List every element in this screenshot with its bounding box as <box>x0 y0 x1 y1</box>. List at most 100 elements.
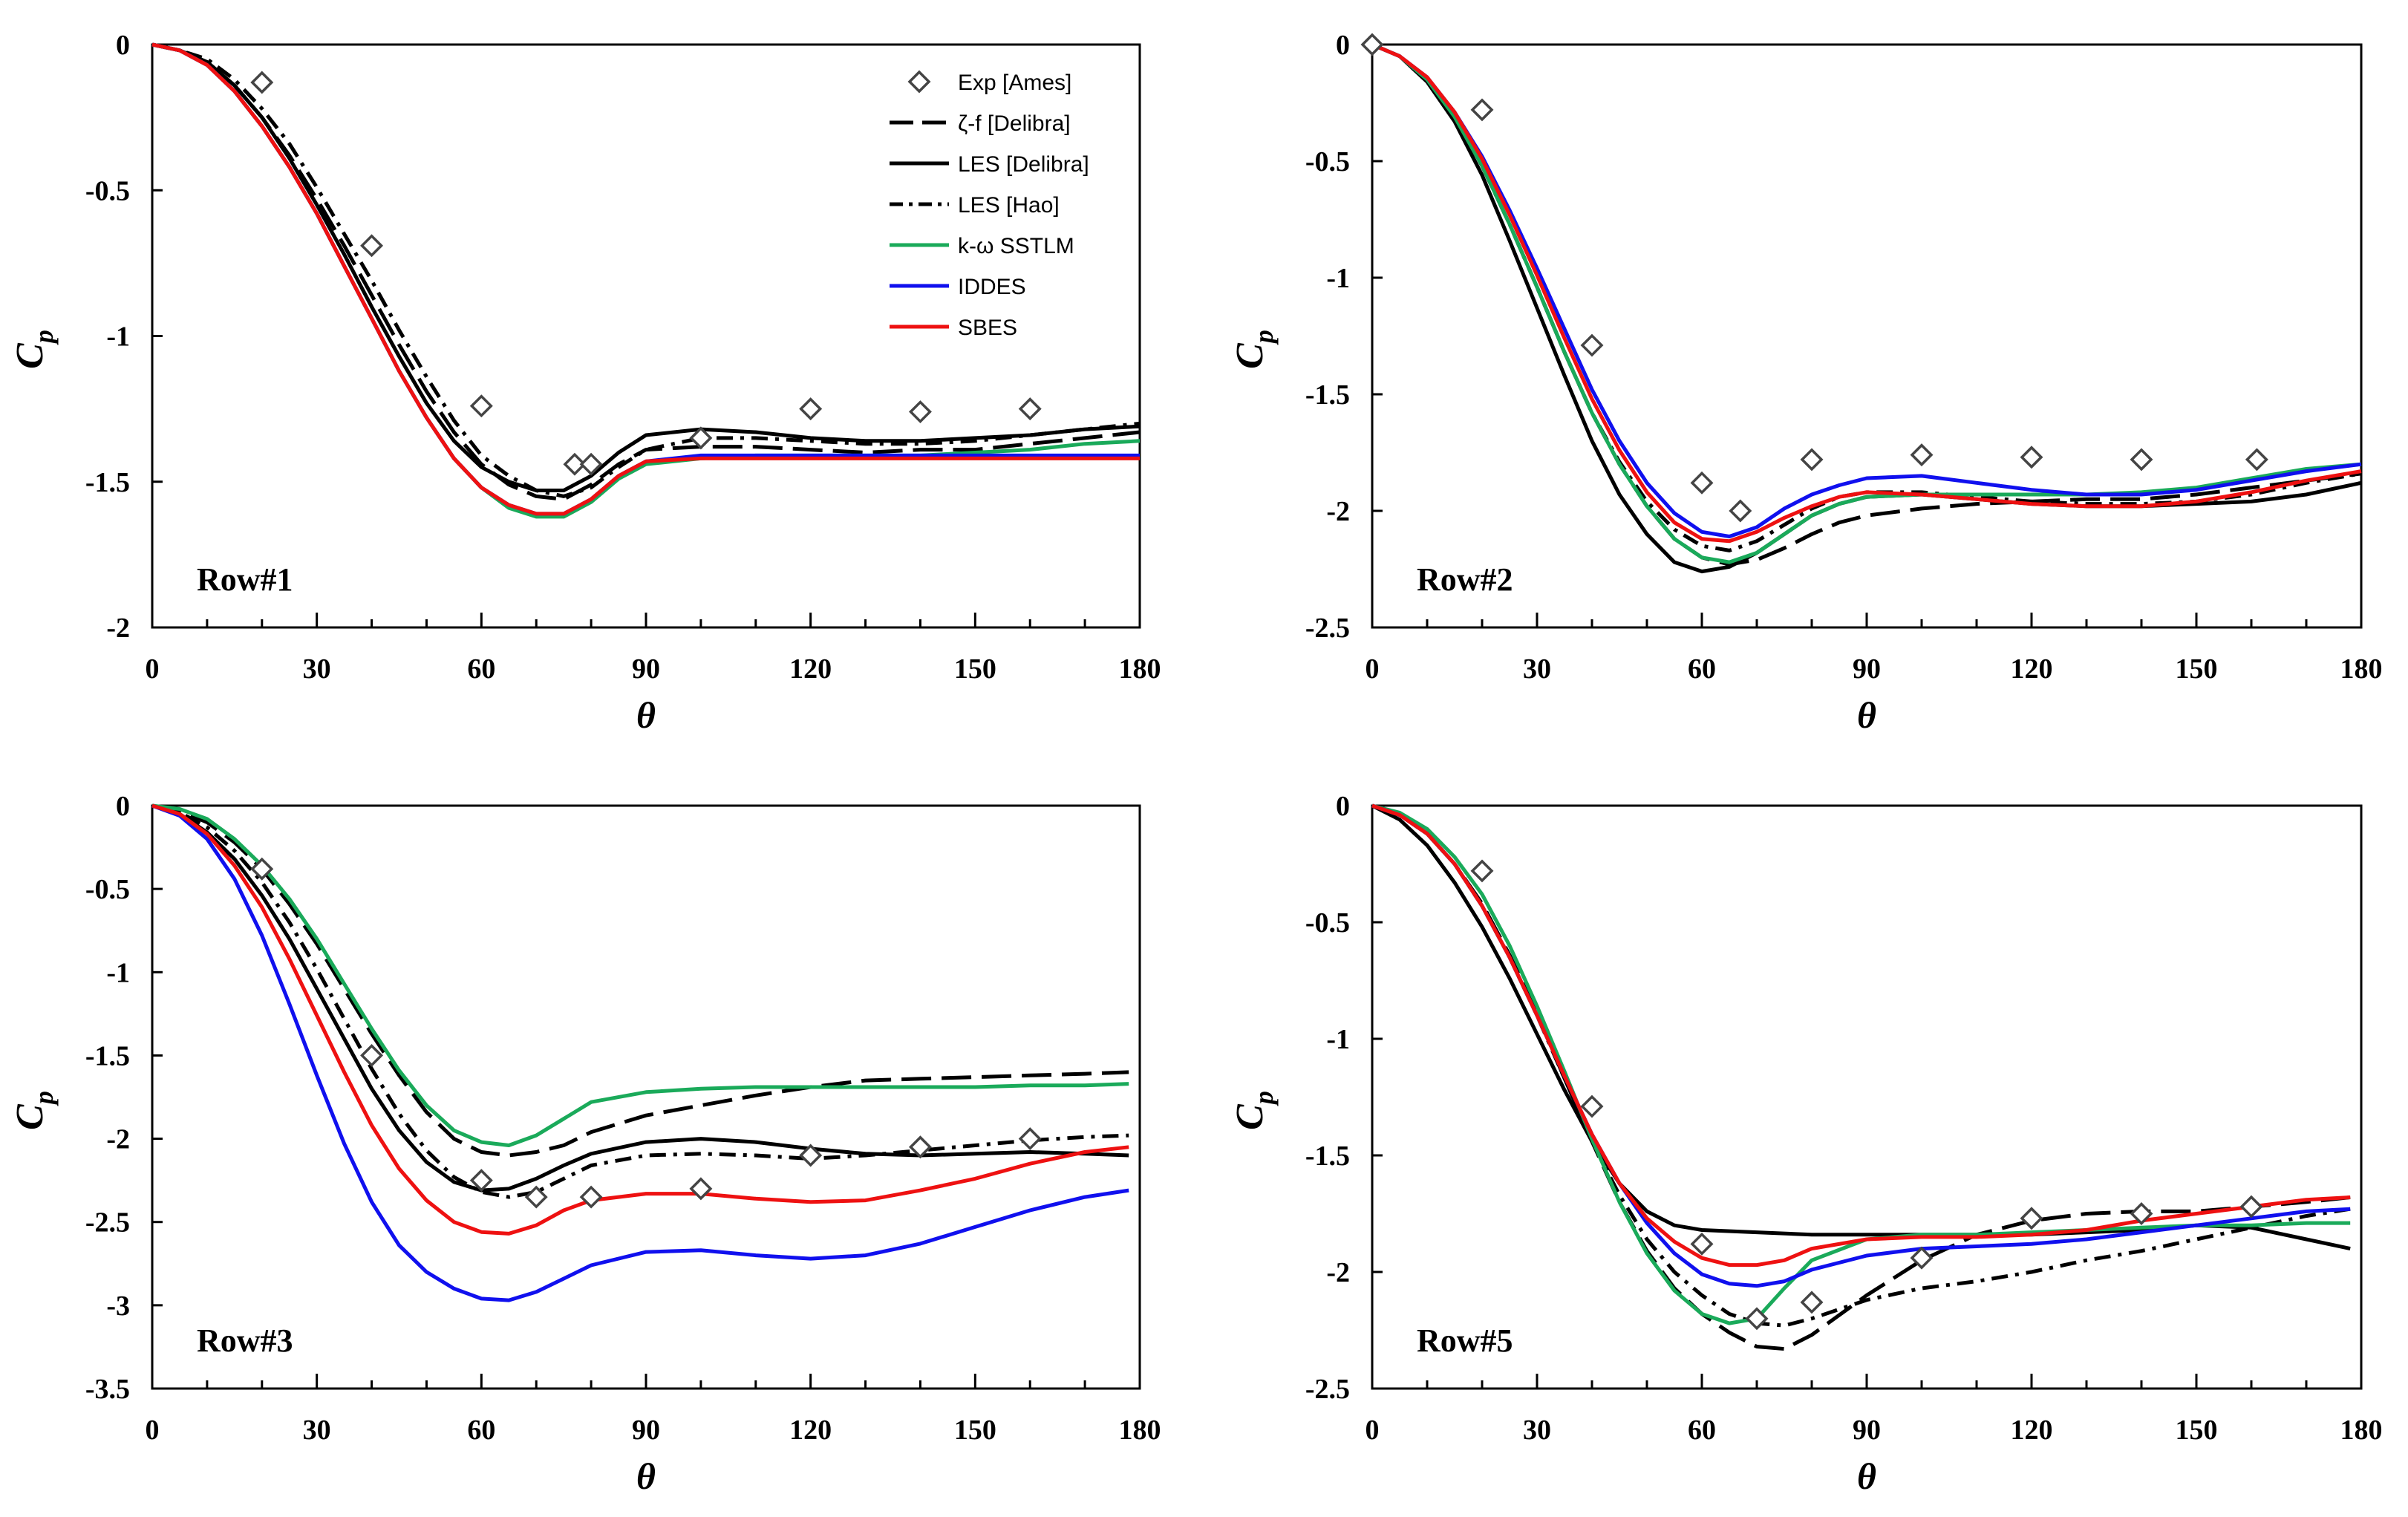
x-tick-label: 120 <box>789 653 832 685</box>
x-axis-label: θ <box>1857 694 1876 736</box>
legend-label: LES [Hao] <box>958 193 1060 218</box>
series-line-zf <box>151 803 1129 1158</box>
legend: Exp [Ames] ζ-f [Delibra] LES [Delibra] LES … <box>890 70 1089 340</box>
y-tick-label: -0.5 <box>85 874 130 905</box>
series-line-lesH <box>1371 803 2351 1328</box>
exp-point-diamond <box>1360 33 1384 56</box>
exp-point-diamond <box>250 71 274 94</box>
x-tick-label: 30 <box>1523 1415 1551 1446</box>
series-line-lesH <box>151 803 1129 1199</box>
exp-point-diamond <box>2130 448 2153 472</box>
exp-point-diamond <box>1580 1094 1604 1118</box>
y-tick-label: -1 <box>1326 263 1350 294</box>
exp-point-diamond <box>1910 1246 1934 1270</box>
series-line-lesD <box>1371 803 2351 1251</box>
exp-point-diamond <box>360 234 384 258</box>
series-line-lesH <box>1371 42 2362 552</box>
x-tick-label: 0 <box>146 1415 160 1446</box>
y-axis-label: Cp <box>1229 330 1279 369</box>
x-tick-label: 180 <box>1119 653 1161 685</box>
x-axis-label: θ <box>1857 1455 1876 1497</box>
exp-point-diamond <box>1910 443 1934 467</box>
x-tick-label: 90 <box>1853 653 1881 685</box>
x-tick-label: 120 <box>2011 1415 2053 1446</box>
series-line-sbes <box>1371 803 2351 1268</box>
x-tick-label: 180 <box>2340 1415 2383 1446</box>
y-tick-label: -1 <box>106 322 130 353</box>
y-tick-label: -3 <box>106 1291 130 1322</box>
exp-point-diamond <box>908 400 932 424</box>
exp-point-diamond <box>799 1144 823 1167</box>
legend-label: k-ω SSTLM <box>958 234 1074 258</box>
chart-panel-1: 0 30 60 90 120 150 180 0 -0.5 -1 -1.5 -2 θ Cp Row#1 Exp… <box>9 30 1161 736</box>
exp-point-diamond <box>360 1043 384 1067</box>
x-tick-label: 120 <box>2011 653 2053 685</box>
exp-point-diamond <box>250 857 274 881</box>
y-tick-label: 0 <box>116 30 130 61</box>
exp-point-diamond <box>908 1135 932 1159</box>
series-line-lesD <box>151 803 1129 1193</box>
x-tick-label: 60 <box>467 653 495 685</box>
exp-point-diamond <box>1018 397 1042 421</box>
plot-frame <box>1371 43 2363 629</box>
series-line-lesH <box>151 42 1141 498</box>
series-line-kw <box>1371 803 2351 1325</box>
y-tick-label: 0 <box>1336 30 1350 61</box>
x-tick-label: 150 <box>954 653 996 685</box>
x-tick-label: 60 <box>1688 1415 1716 1446</box>
y-axis-label: Cp <box>1229 1091 1279 1130</box>
y-tick-label: -2 <box>106 1124 130 1155</box>
exp-point-diamond <box>563 452 587 476</box>
exp-point-diamond <box>1690 1232 1714 1256</box>
series-line-sbes <box>151 803 1129 1236</box>
x-tick-label: 60 <box>1688 653 1716 685</box>
y-tick-label: -1 <box>106 957 130 988</box>
exp-point-diamond <box>2020 446 2043 469</box>
exp-point-diamond <box>2239 1195 2263 1219</box>
y-tick-label: 0 <box>1336 791 1350 822</box>
exp-point-diamond <box>469 394 493 418</box>
legend-label: Exp [Ames] <box>958 71 1071 95</box>
exp-point-diamond <box>1690 471 1714 495</box>
x-tick-label: 30 <box>303 653 331 685</box>
y-tick-label: -2.5 <box>85 1207 130 1239</box>
exp-point-diamond <box>1470 859 1494 883</box>
exp-point-diamond <box>1580 333 1604 357</box>
plot-frame <box>151 804 1141 1390</box>
exp-point-diamond <box>469 1169 493 1193</box>
y-axis-label: Cp <box>9 330 59 369</box>
x-tick-label: 0 <box>1365 653 1380 685</box>
series-line-lesD <box>151 42 1141 492</box>
legend-label: IDDES <box>958 275 1026 299</box>
exp-point-diamond <box>689 1177 713 1201</box>
series-line-sbes <box>151 42 1140 516</box>
x-tick-label: 150 <box>954 1415 996 1446</box>
legend-label: ζ-f [Delibra] <box>958 111 1071 136</box>
y-tick-label: 0 <box>116 791 130 822</box>
x-tick-label: 150 <box>2176 1415 2218 1446</box>
exp-point-diamond <box>1018 1127 1042 1151</box>
y-tick-label: -2.5 <box>1305 1374 1350 1405</box>
series-line-kw <box>151 803 1129 1147</box>
exp-point-diamond <box>579 1185 603 1209</box>
exp-point-diamond <box>1745 1307 1769 1331</box>
x-tick-label: 180 <box>1119 1415 1161 1446</box>
y-tick-label: -1.5 <box>85 1040 130 1071</box>
y-tick-label: -3.5 <box>85 1374 130 1405</box>
exp-point-diamond <box>2020 1207 2043 1230</box>
y-tick-label: -1.5 <box>1305 1141 1350 1172</box>
x-axis-label: θ <box>636 694 656 736</box>
y-tick-label: -2 <box>106 613 130 644</box>
x-axis-label: θ <box>636 1455 656 1497</box>
chart-panel-2: 0 30 60 90 120 150 180 0 -0.5 -1 -1.5 -2 -2.5 θ Cp Row#… <box>1229 30 2383 736</box>
series-line-iddes <box>1371 42 2362 538</box>
x-tick-label: 180 <box>2340 653 2383 685</box>
exp-point-diamond <box>1800 1291 1824 1314</box>
x-tick-label: 60 <box>467 1415 495 1446</box>
x-tick-label: 90 <box>632 653 660 685</box>
y-tick-label: -1.5 <box>85 467 130 498</box>
exp-point-diamond <box>2130 1202 2153 1225</box>
chart-panel-4: 0 30 60 90 120 150 180 0 -0.5 -1 -1.5 -2 -2.5 θ Cp Row#… <box>1229 791 2383 1497</box>
y-tick-label: -0.5 <box>1305 146 1350 177</box>
x-tick-label: 30 <box>303 1415 331 1446</box>
